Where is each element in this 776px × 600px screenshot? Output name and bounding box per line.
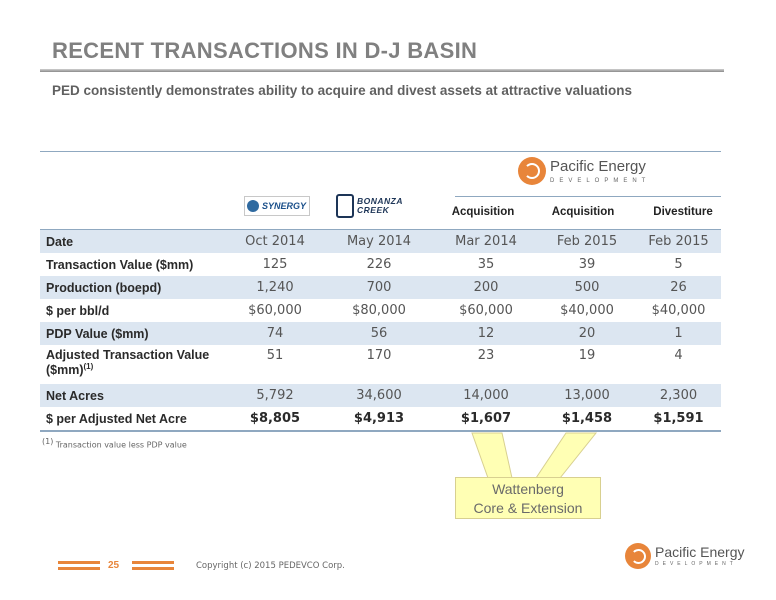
table-cell: Feb 2015 [538,229,636,253]
column-header-acquisition-2: Acquisition [551,206,615,218]
table-cell: $60,000 [248,303,302,318]
row-label-text: Adjusted Transaction Value ($mm) [46,348,210,378]
pacific-energy-shell-icon [518,157,546,185]
table-row-net-acres: Net Acres 5,792 34,600 14,000 13,000 2,3… [40,384,721,407]
table-top-rule [40,151,721,152]
slide-title: RECENT TRANSACTIONS IN D-J BASIN [52,38,478,63]
bonanza-logo-line1: BONANZA [357,196,403,206]
bonanza-mark-icon [336,194,354,218]
table-cell: $1,458 [538,407,636,432]
copyright-text: Copyright (c) 2015 PEDEVCO Corp. [196,561,345,571]
table-row-per-bbl: $ per bbl/d $60,000 $80,000 $60,000 $40,… [40,299,721,322]
table-cell: 34,600 [324,384,434,407]
row-label: Date [40,229,226,253]
table-cell: Feb 2015 [636,229,721,253]
title-underline [40,69,724,72]
transactions-table: Date Oct 2014 May 2014 Mar 2014 Feb 2015… [40,229,721,432]
table-cell: 5 [674,257,683,272]
callout-line2: Core & Extension [473,500,583,516]
bonanza-creek-logo: BONANZA CREEK [336,194,403,218]
table-cell: $40,000 [651,303,706,318]
table-cell: 23 [477,348,495,363]
pe-logo-tagline: DEVELOPMENT [655,561,737,567]
footnote: (1) Transaction value less PDP value [42,437,187,450]
row-label: PDP Value ($mm) [40,322,226,345]
row-label: Net Acres [40,384,226,407]
table-cell: 20 [538,322,636,345]
table-cell: May 2014 [324,229,434,253]
footer-accent-bar-left-2 [58,567,100,570]
column-header-acquisition-1: Acquisition [451,206,515,218]
pacific-energy-logo-footer: Pacific Energy DEVELOPMENT [625,543,744,569]
table-cell: 26 [636,276,721,299]
table-row-adjusted-transaction-value: Adjusted Transaction Value ($mm)(1) 51 1… [40,345,721,384]
page-number: 25 [108,560,120,571]
pe-columns-bracket [455,196,721,197]
table-row-per-adjusted-net-acre: $ per Adjusted Net Acre $8,805 $4,913 $1… [40,407,721,432]
pacific-energy-shell-icon [625,543,651,569]
row-label: Production (boepd) [40,276,226,299]
table-row-transaction-value: Transaction Value ($mm) 125 226 35 39 5 [40,253,721,276]
table-cell: 200 [434,276,538,299]
footnote-marker: (1) [83,362,94,371]
pe-logo-name: Pacific Energy [655,544,745,560]
table-cell: 1 [636,322,721,345]
bonanza-logo-line2: CREEK [357,205,390,215]
table-cell: 74 [226,322,324,345]
callout-line1: Wattenberg [492,481,564,497]
table-cell: 500 [538,276,636,299]
row-label: Transaction Value ($mm) [46,257,194,272]
footer-accent-bar-left [58,561,100,564]
table-cell: Oct 2014 [226,229,324,253]
table-cell: $60,000 [459,303,513,318]
table-cell: $80,000 [352,303,406,318]
pacific-energy-logo-header: Pacific Energy DEVELOPMENT [518,157,650,185]
footer-accent-bar-right [132,561,174,564]
table-cell: 170 [366,348,392,363]
table-cell: 14,000 [434,384,538,407]
row-label: $ per bbl/d [46,303,110,318]
table-cell: 4 [674,348,683,363]
table-cell: 51 [266,348,284,363]
callout-pointer-left [471,432,513,479]
footer-accent-bar-right-2 [132,567,174,570]
pe-logo-tagline: DEVELOPMENT [550,177,651,184]
row-label: Adjusted Transaction Value ($mm)(1) [40,345,226,384]
table-row-production: Production (boepd) 1,240 700 200 500 26 [40,276,721,299]
table-row-date: Date Oct 2014 May 2014 Mar 2014 Feb 2015… [40,229,721,253]
table-cell: 125 [262,257,288,272]
wattenberg-callout: Wattenberg Core & Extension [455,477,601,519]
row-label: $ per Adjusted Net Acre [40,407,226,432]
table-cell: 56 [324,322,434,345]
table-cell: 35 [477,257,495,272]
table-cell: 226 [366,257,392,272]
table-row-pdp-value: PDP Value ($mm) 74 56 12 20 1 [40,322,721,345]
synergy-logo: SYNERGY [244,196,310,216]
table-cell: $40,000 [560,303,614,318]
footnote-text: Transaction value less PDP value [55,440,187,450]
table-cell: 1,240 [226,276,324,299]
synergy-mark-icon [247,200,259,212]
table-cell: $4,913 [324,407,434,432]
table-cell: 39 [578,257,596,272]
column-header-divestiture: Divestiture [653,206,713,218]
table-cell: 2,300 [636,384,721,407]
table-cell: 5,792 [226,384,324,407]
table-cell: Mar 2014 [434,229,538,253]
table-cell: 13,000 [538,384,636,407]
pe-logo-name: Pacific Energy [550,157,646,175]
footnote-marker: (1) [42,437,54,446]
table-cell: $1,607 [434,407,538,432]
table-cell: $8,805 [226,407,324,432]
slide-subtitle: PED consistently demonstrates ability to… [52,83,632,98]
table-cell: 12 [434,322,538,345]
table-cell: 19 [578,348,596,363]
table-cell: 700 [324,276,434,299]
callout-pointer-right [535,432,598,479]
synergy-logo-text: SYNERGY [262,201,307,211]
table-cell: $1,591 [636,407,721,432]
